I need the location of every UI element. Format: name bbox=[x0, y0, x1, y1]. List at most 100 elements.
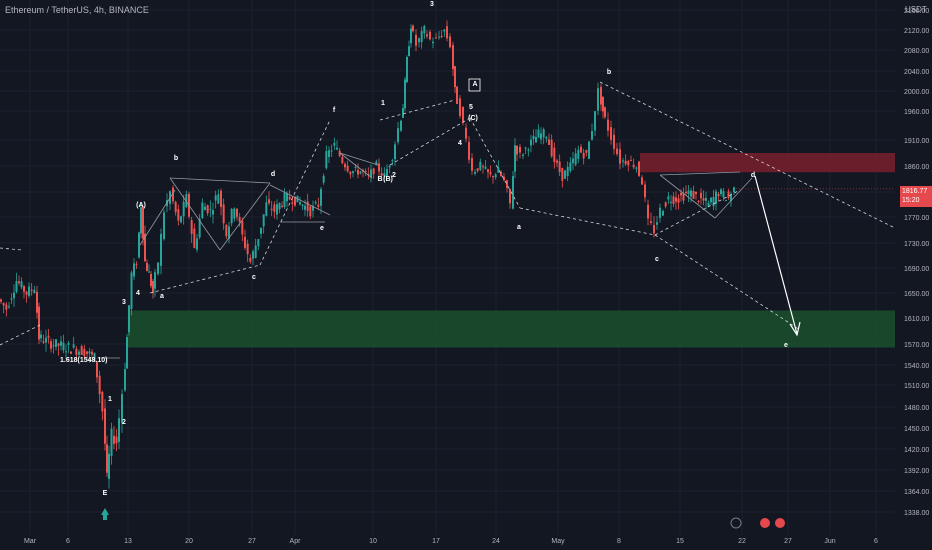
candle-body bbox=[276, 204, 278, 215]
candle-body bbox=[278, 203, 281, 210]
candle-body bbox=[20, 281, 23, 288]
y-tick-label: 1450.00 bbox=[904, 426, 929, 433]
candle-body bbox=[537, 129, 540, 138]
candle-body bbox=[268, 199, 270, 204]
candle-body bbox=[697, 201, 700, 203]
candle-body bbox=[291, 202, 294, 204]
candle-body bbox=[558, 161, 561, 172]
candle-body bbox=[415, 34, 417, 46]
y-tick-label: 1480.00 bbox=[904, 405, 929, 412]
candle-body bbox=[717, 194, 720, 197]
wave-label: d bbox=[271, 171, 275, 178]
candle-body bbox=[209, 208, 212, 210]
candle-body bbox=[492, 176, 494, 178]
candle-body bbox=[328, 150, 330, 158]
candle-body bbox=[577, 149, 580, 159]
wave-label: 4 bbox=[458, 140, 462, 147]
candle-body bbox=[406, 56, 408, 83]
wave-label: f bbox=[333, 107, 336, 114]
candle-body bbox=[338, 150, 341, 157]
candle-body bbox=[432, 41, 434, 44]
wave-label: (A) bbox=[136, 202, 146, 209]
dashed-trend-line bbox=[149, 264, 261, 294]
candle-body bbox=[607, 119, 609, 131]
wave-label: e bbox=[320, 225, 324, 232]
candle-body bbox=[78, 351, 80, 355]
candle-body bbox=[527, 149, 530, 151]
candle-body bbox=[113, 435, 115, 444]
y-tick-label: 1610.00 bbox=[904, 316, 929, 323]
x-tick-label: 13 bbox=[124, 538, 132, 545]
candle-body bbox=[52, 345, 55, 347]
candle-body bbox=[23, 286, 25, 292]
candle-body bbox=[553, 147, 556, 163]
y-tick-label: 1392.00 bbox=[904, 468, 929, 475]
candle-body bbox=[180, 216, 182, 223]
wave-label: 2 bbox=[122, 419, 126, 426]
wave-label: E bbox=[103, 490, 108, 497]
candle-body bbox=[682, 193, 685, 201]
candle-body bbox=[320, 189, 322, 206]
x-tick-label: May bbox=[551, 538, 565, 545]
candle-body bbox=[330, 150, 333, 152]
candle-body bbox=[344, 164, 346, 168]
candle-body bbox=[386, 169, 388, 177]
wave-label: 1 bbox=[108, 396, 112, 403]
candle-body bbox=[106, 444, 108, 473]
support-zone bbox=[128, 310, 895, 348]
candle-body bbox=[707, 202, 710, 207]
y-tick-label: 2160.00 bbox=[904, 8, 929, 15]
dashed-trend-line bbox=[379, 99, 456, 121]
wave-label: c bbox=[252, 274, 256, 281]
candle-body bbox=[402, 108, 404, 118]
candle-body bbox=[662, 210, 664, 216]
candle-body bbox=[238, 217, 241, 222]
candle-body bbox=[690, 190, 692, 197]
candle-body bbox=[446, 26, 448, 39]
wave-label: a bbox=[517, 224, 521, 231]
candle-body bbox=[408, 46, 410, 57]
candle-body bbox=[514, 145, 516, 172]
candle-body bbox=[550, 139, 553, 157]
candle-body bbox=[435, 37, 437, 39]
candle-body bbox=[383, 173, 386, 177]
candle-body bbox=[456, 86, 458, 104]
candle-body bbox=[83, 348, 86, 357]
price-zones bbox=[128, 153, 895, 348]
candle-body bbox=[70, 351, 72, 354]
wave-label: b bbox=[607, 69, 611, 76]
candle-body bbox=[566, 166, 569, 177]
x-tick-label: Mar bbox=[24, 538, 37, 545]
y-tick-label: 1860.00 bbox=[904, 164, 929, 171]
candle-body bbox=[124, 369, 126, 391]
candle-body bbox=[152, 281, 154, 294]
candle-body bbox=[659, 207, 661, 218]
candle-body bbox=[254, 245, 257, 258]
x-tick-label: 22 bbox=[738, 538, 746, 545]
candle-body bbox=[680, 192, 682, 196]
candle-body bbox=[13, 292, 15, 299]
event-icon bbox=[730, 517, 742, 529]
candle-body bbox=[591, 131, 593, 140]
candle-body bbox=[228, 226, 230, 239]
candle-body bbox=[96, 361, 98, 378]
candle-body bbox=[733, 187, 735, 193]
candle-body bbox=[185, 194, 188, 208]
candle-body bbox=[88, 351, 91, 354]
candle-body bbox=[670, 201, 672, 203]
candle-body bbox=[364, 170, 367, 172]
candle-body bbox=[204, 206, 206, 211]
candle-body bbox=[214, 195, 217, 201]
chart-title: Ethereum / TetherUS, 4h, BINANCE bbox=[5, 5, 149, 15]
candle-body bbox=[394, 144, 396, 160]
candle-body bbox=[452, 45, 454, 70]
candle-body bbox=[594, 111, 596, 131]
candle-body bbox=[720, 189, 722, 195]
candle-body bbox=[193, 228, 196, 248]
candle-body bbox=[163, 212, 165, 240]
candle-body bbox=[104, 408, 106, 444]
candle-body bbox=[174, 201, 177, 213]
candle-body bbox=[33, 289, 36, 293]
last-price-countdown: 15:20 bbox=[902, 197, 920, 204]
